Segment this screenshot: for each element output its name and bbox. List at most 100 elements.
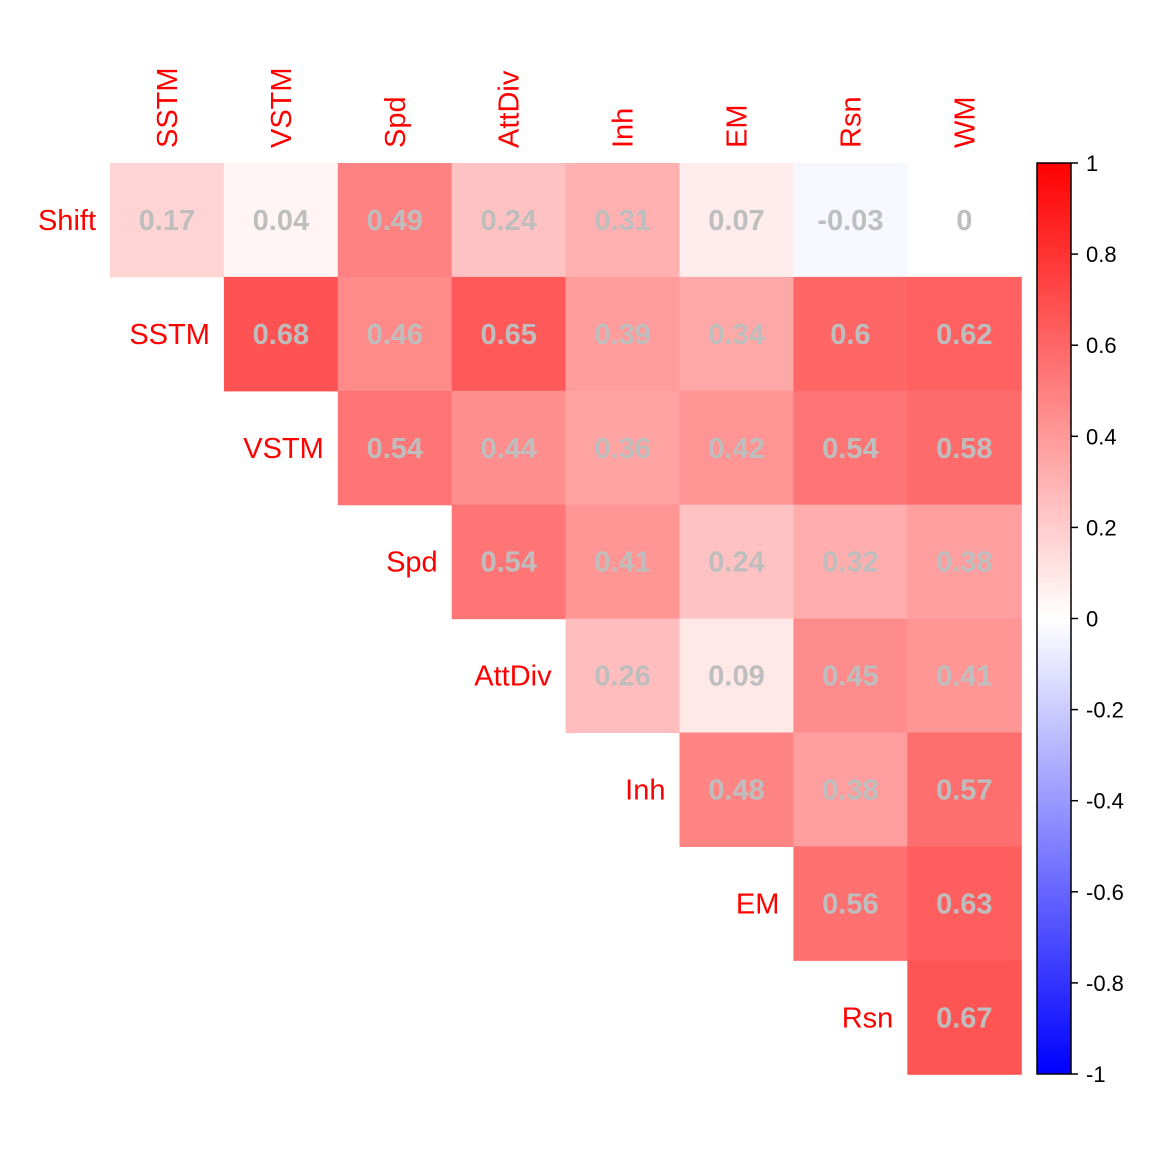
cell-value-label: 0.41 <box>594 547 650 579</box>
heatmap-cell <box>907 732 1022 847</box>
heatmap-cell <box>793 732 908 847</box>
cell-value-label: -0.03 <box>817 205 883 237</box>
heatmap-cell <box>565 163 681 278</box>
cell-value-label: 0.49 <box>367 205 423 237</box>
heatmap-cell <box>337 276 453 392</box>
heatmap-cell <box>565 276 681 392</box>
heatmap-cell <box>907 276 1022 392</box>
legend-tick-label: 1 <box>1086 151 1098 176</box>
heatmap-cell <box>451 276 567 392</box>
heatmap-cell <box>110 163 225 278</box>
cell-value-label: 0.17 <box>139 205 195 237</box>
row-label: Shift <box>38 205 96 237</box>
heatmap-cell <box>793 846 908 961</box>
heatmap-cell <box>337 390 453 506</box>
cell-value-label: 0.57 <box>936 775 992 807</box>
heatmap-cell <box>679 732 794 847</box>
column-label: WM <box>949 96 981 148</box>
cell-value-label: 0.67 <box>936 1002 992 1034</box>
cell-value-label: 0.63 <box>936 888 992 920</box>
legend-tick-label: -1 <box>1086 1062 1106 1087</box>
row-label: EM <box>736 888 780 920</box>
column-label: Spd <box>380 96 412 148</box>
cell-value-label: 0.42 <box>708 433 764 465</box>
legend-tick-label: 0.2 <box>1086 515 1117 540</box>
cell-value-label: 0.38 <box>822 775 878 807</box>
column-label: Inh <box>608 108 640 148</box>
legend-tick-label: 0.6 <box>1086 333 1117 358</box>
color-legend: 1 0.8 0.6 0.4 0.2 0 -0.2 -0.4 -0.6 -0.8 -1 <box>1036 151 1124 1087</box>
heatmap-cell <box>679 163 794 278</box>
cell-value-label: 0 <box>956 205 972 237</box>
legend-color-bar <box>1036 162 1072 1075</box>
legend-ticks: 1 0.8 0.6 0.4 0.2 0 -0.2 -0.4 -0.6 -0.8 -1 <box>1071 151 1124 1087</box>
cell-value-label: 0.39 <box>594 319 650 351</box>
cell-value-label: 0.54 <box>480 547 536 579</box>
cell-value-label: 0.38 <box>936 547 992 579</box>
column-label: SSTM <box>152 67 184 148</box>
cell-value-label: 0.54 <box>822 433 878 465</box>
legend-tick-label: -0.8 <box>1086 971 1124 996</box>
row-label: Rsn <box>842 1002 894 1034</box>
cell-value-label: 0.68 <box>253 319 309 351</box>
heatmap-cell <box>679 504 794 620</box>
heatmap-cell <box>565 390 681 506</box>
legend-tick-label: 0.8 <box>1086 242 1117 267</box>
cell-value-label: 0.26 <box>594 661 650 693</box>
heatmap-cell <box>565 618 681 734</box>
heatmap-cell <box>451 504 567 620</box>
heatmap-cell <box>451 163 567 278</box>
legend-tick-label: 0.4 <box>1086 424 1117 449</box>
column-label: AttDiv <box>494 70 526 148</box>
column-labels: SSTM VSTM Spd AttDiv Inh EM Rsn WM <box>152 67 981 148</box>
cell-value-label: 0.07 <box>708 205 764 237</box>
heatmap-cell <box>793 390 908 506</box>
cell-value-label: 0.09 <box>708 661 764 693</box>
heatmap-cell <box>679 390 794 506</box>
cell-value-label: 0.6 <box>830 319 870 351</box>
heatmap-cell <box>793 276 908 392</box>
cell-value-label: 0.54 <box>367 433 423 465</box>
cell-value-label: 0.36 <box>594 433 650 465</box>
row-labels: Shift SSTM VSTM Spd AttDiv Inh EM Rsn <box>38 205 893 1034</box>
column-label: EM <box>722 105 754 149</box>
column-label: Rsn <box>835 96 867 148</box>
row-label: Inh <box>625 775 665 807</box>
heatmap-cell <box>907 390 1022 506</box>
heatmap-cells <box>110 163 1022 1075</box>
heatmap-cell <box>907 846 1022 961</box>
legend-tick-label: -0.2 <box>1086 698 1124 723</box>
heatmap-cell <box>907 618 1022 734</box>
heatmap-cell <box>223 276 339 392</box>
heatmap-cell <box>679 618 794 734</box>
cell-value-label: 0.41 <box>936 661 992 693</box>
cell-value-label: 0.45 <box>822 661 878 693</box>
row-label: SSTM <box>129 319 210 351</box>
heatmap-cell <box>793 504 908 620</box>
cell-value-label: 0.56 <box>822 888 878 920</box>
cell-value-label: 0.32 <box>822 547 878 579</box>
cell-value-label: 0.48 <box>708 775 764 807</box>
legend-tick-label: 0 <box>1086 607 1098 632</box>
row-label: Spd <box>386 547 438 579</box>
heatmap-cell <box>679 276 794 392</box>
heatmap-cell <box>793 618 908 734</box>
legend-tick-label: -0.6 <box>1086 880 1124 905</box>
row-label: AttDiv <box>474 661 552 693</box>
heatmap-cell <box>337 163 453 278</box>
heatmap-cell <box>907 960 1022 1075</box>
heatmap-cell <box>907 163 1022 278</box>
cell-value-label: 0.58 <box>936 433 992 465</box>
row-label: VSTM <box>243 433 324 465</box>
heatmap-cell <box>223 163 339 278</box>
cell-value-label: 0.44 <box>480 433 536 465</box>
cell-value-label: 0.24 <box>708 547 764 579</box>
heatmap-cell <box>907 504 1022 620</box>
cell-value-label: 0.46 <box>367 319 423 351</box>
heatmap-cell <box>451 390 567 506</box>
cell-value-labels: 0.17 0.04 0.49 0.24 0.31 0.07 -0.03 0 0.68 0.46 0.… <box>139 205 993 1034</box>
cell-value-label: 0.04 <box>253 205 309 237</box>
cell-value-label: 0.34 <box>708 319 764 351</box>
cell-value-label: 0.24 <box>480 205 536 237</box>
